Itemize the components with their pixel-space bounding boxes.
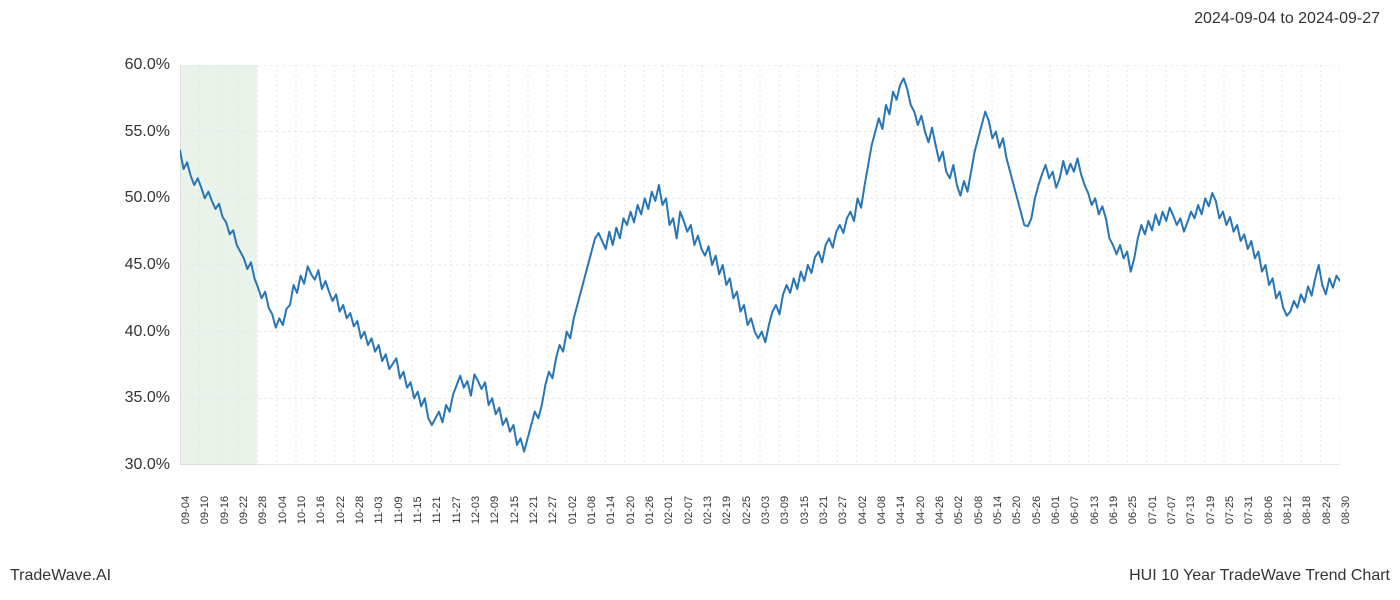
y-axis: 30.0%35.0%40.0%45.0%50.0%55.0%60.0% bbox=[80, 65, 180, 465]
x-tick-label: 07-07 bbox=[1166, 496, 1178, 524]
x-tick-label: 12-15 bbox=[509, 496, 521, 524]
x-axis: 09-04 09-10 09-16 09-22 09-28 10-04 10-10 10-16… bbox=[180, 470, 1340, 550]
x-tick-label: 05-26 bbox=[1031, 496, 1043, 524]
chart-area bbox=[180, 65, 1340, 465]
y-tick-label: 55.0% bbox=[125, 123, 170, 141]
y-tick-label: 50.0% bbox=[125, 189, 170, 207]
y-tick-label: 40.0% bbox=[125, 323, 170, 341]
x-tick-label: 11-09 bbox=[393, 496, 405, 523]
x-tick-label: 06-19 bbox=[1108, 496, 1120, 524]
x-tick-label: 12-09 bbox=[489, 496, 501, 524]
x-tick-label: 10-04 bbox=[277, 496, 289, 524]
x-tick-label: 05-02 bbox=[953, 496, 965, 524]
x-tick-label: 12-27 bbox=[547, 496, 559, 524]
x-tick-label: 07-13 bbox=[1185, 496, 1197, 524]
x-tick-label: 01-02 bbox=[567, 496, 579, 524]
x-tick-label: 09-04 bbox=[180, 496, 192, 524]
x-tick-label: 09-10 bbox=[199, 496, 211, 524]
x-tick-label: 03-09 bbox=[779, 496, 791, 524]
x-tick-label: 07-25 bbox=[1224, 496, 1236, 524]
x-tick-label: 02-25 bbox=[741, 496, 753, 524]
x-tick-label: 08-12 bbox=[1282, 496, 1294, 524]
x-tick-label: 06-01 bbox=[1050, 496, 1062, 524]
y-tick-label: 60.0% bbox=[125, 56, 170, 74]
x-tick-label: 08-24 bbox=[1321, 496, 1333, 524]
x-tick-label: 07-01 bbox=[1147, 496, 1159, 524]
x-tick-label: 07-31 bbox=[1243, 496, 1255, 524]
x-tick-label: 11-27 bbox=[451, 496, 463, 523]
x-tick-label: 02-01 bbox=[663, 496, 675, 524]
x-tick-label: 04-26 bbox=[934, 496, 946, 524]
x-tick-label: 08-30 bbox=[1340, 496, 1352, 524]
x-tick-label: 09-28 bbox=[257, 496, 269, 524]
x-tick-label: 04-20 bbox=[915, 496, 927, 524]
chart-title: HUI 10 Year TradeWave Trend Chart bbox=[1129, 567, 1390, 585]
x-tick-label: 01-26 bbox=[644, 496, 656, 524]
date-range: 2024-09-04 to 2024-09-27 bbox=[1194, 10, 1380, 28]
x-tick-label: 04-14 bbox=[895, 496, 907, 524]
x-tick-label: 12-03 bbox=[470, 496, 482, 524]
x-tick-label: 11-21 bbox=[431, 496, 443, 523]
x-tick-label: 02-07 bbox=[683, 496, 695, 524]
x-tick-label: 05-14 bbox=[992, 496, 1004, 524]
x-tick-label: 02-13 bbox=[702, 496, 714, 524]
x-tick-label: 11-15 bbox=[412, 496, 424, 523]
y-tick-label: 30.0% bbox=[125, 456, 170, 474]
x-tick-label: 10-10 bbox=[296, 496, 308, 524]
x-tick-label: 03-27 bbox=[837, 496, 849, 524]
x-tick-label: 08-06 bbox=[1263, 496, 1275, 524]
x-tick-label: 11-03 bbox=[373, 496, 385, 523]
x-tick-label: 06-13 bbox=[1089, 496, 1101, 524]
x-tick-label: 02-19 bbox=[721, 496, 733, 524]
x-tick-label: 01-08 bbox=[586, 496, 598, 524]
x-tick-label: 09-16 bbox=[219, 496, 231, 524]
x-tick-label: 03-21 bbox=[818, 496, 830, 524]
x-tick-label: 04-02 bbox=[857, 496, 869, 524]
x-tick-label: 10-22 bbox=[335, 496, 347, 524]
x-tick-label: 06-07 bbox=[1069, 496, 1081, 524]
x-tick-label: 09-22 bbox=[238, 496, 250, 524]
y-tick-label: 35.0% bbox=[125, 389, 170, 407]
x-tick-label: 12-21 bbox=[528, 496, 540, 524]
y-tick-label: 45.0% bbox=[125, 256, 170, 274]
x-tick-label: 03-03 bbox=[760, 496, 772, 524]
x-tick-label: 10-28 bbox=[354, 496, 366, 524]
chart-svg bbox=[180, 65, 1340, 465]
x-tick-label: 01-20 bbox=[625, 496, 637, 524]
x-tick-label: 05-20 bbox=[1011, 496, 1023, 524]
x-tick-label: 03-15 bbox=[799, 496, 811, 524]
x-tick-label: 06-25 bbox=[1127, 496, 1139, 524]
x-tick-label: 04-08 bbox=[876, 496, 888, 524]
footer-brand: TradeWave.AI bbox=[10, 567, 111, 585]
x-tick-label: 01-14 bbox=[605, 496, 617, 524]
x-tick-label: 10-16 bbox=[315, 496, 327, 524]
x-tick-label: 07-19 bbox=[1205, 496, 1217, 524]
x-tick-label: 05-08 bbox=[973, 496, 985, 524]
x-tick-label: 08-18 bbox=[1301, 496, 1313, 524]
